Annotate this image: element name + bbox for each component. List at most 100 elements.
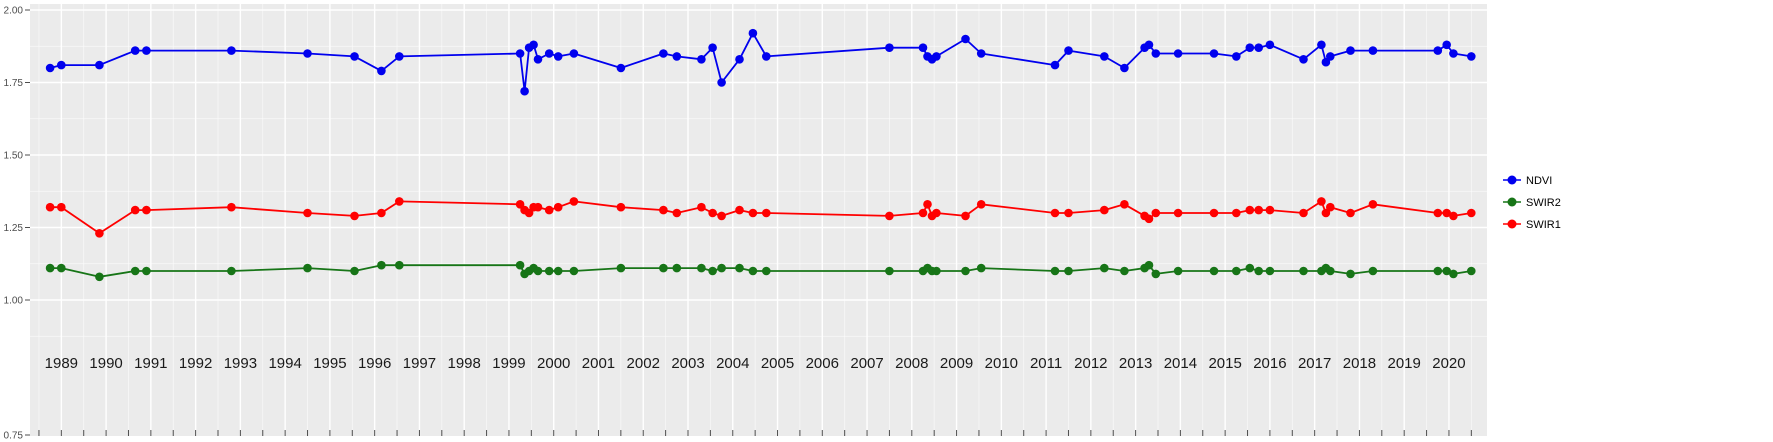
data-point: [520, 86, 529, 96]
data-point: [377, 260, 386, 270]
data-point: [1346, 269, 1355, 279]
data-point: [1173, 266, 1183, 276]
data-point: [1346, 208, 1355, 218]
series-swir1: [45, 197, 1476, 238]
data-point: [1433, 46, 1443, 55]
data-point: [395, 52, 404, 61]
data-point: [708, 266, 717, 276]
data-point: [569, 197, 579, 206]
data-point: [1100, 205, 1109, 215]
x-tick-label: 2013: [1119, 355, 1152, 372]
y-tick-label: 1.25: [4, 223, 24, 234]
x-axis-ticks: [38, 430, 1472, 436]
data-point: [735, 263, 744, 273]
data-point: [544, 49, 554, 58]
data-point: [659, 263, 668, 273]
gridlines: [30, 4, 1487, 436]
x-tick-label: 1997: [403, 355, 436, 372]
x-tick-label: 2018: [1343, 355, 1376, 372]
x-tick-label: 1998: [448, 355, 481, 372]
data-point: [1433, 208, 1443, 218]
data-point: [1368, 200, 1378, 209]
data-point: [1050, 60, 1060, 70]
data-point: [616, 263, 626, 273]
y-axis-labels: 2.00 1.75 1.50 1.25 1.00 0.75: [4, 6, 30, 442]
data-point: [708, 208, 717, 218]
data-point: [350, 266, 359, 276]
data-point: [1442, 208, 1451, 218]
data-point: [350, 211, 359, 221]
y-tick-label: 0.75: [4, 431, 24, 442]
data-point: [1368, 266, 1378, 276]
data-point: [395, 260, 404, 270]
data-point: [1064, 208, 1073, 218]
data-point: [377, 208, 386, 218]
data-point: [1232, 52, 1241, 61]
x-tick-label: 2015: [1208, 355, 1241, 372]
x-tick-label: 2016: [1253, 355, 1286, 372]
x-tick-label: 1999: [492, 355, 525, 372]
x-tick-label: 1996: [358, 355, 391, 372]
data-point: [515, 49, 525, 58]
data-point: [1299, 208, 1308, 218]
x-tick-label: 2014: [1164, 355, 1197, 372]
data-point: [1173, 49, 1183, 58]
legend: NDVI SWIR2 SWIR1: [1503, 175, 1561, 231]
x-tick-label: 2009: [940, 355, 973, 372]
data-point: [553, 266, 563, 276]
data-point: [1317, 197, 1326, 206]
data-point: [1120, 63, 1129, 73]
data-point: [142, 46, 151, 55]
data-point: [1449, 211, 1458, 221]
data-point: [697, 202, 706, 212]
data-point: [961, 34, 970, 44]
legend-item-swir1: SWIR1: [1503, 219, 1561, 231]
y-tick-label: 1.75: [4, 78, 24, 89]
data-point: [45, 63, 55, 73]
data-point: [1254, 43, 1263, 52]
data-point: [57, 60, 66, 70]
legend-key-dot: [1507, 175, 1517, 185]
data-point: [918, 43, 928, 52]
data-point: [57, 263, 66, 273]
data-point: [1232, 208, 1241, 218]
data-point: [95, 272, 104, 282]
data-point: [227, 266, 236, 276]
data-point: [1144, 214, 1154, 224]
data-point: [961, 266, 970, 276]
data-point: [1151, 49, 1161, 58]
data-point: [1120, 266, 1129, 276]
data-point: [227, 46, 236, 55]
series-ndvi: [45, 28, 1476, 96]
data-point: [569, 266, 579, 276]
data-point: [1467, 208, 1476, 218]
data-point: [1442, 266, 1451, 276]
data-point: [976, 200, 986, 209]
series-swir2: [45, 260, 1476, 282]
data-point: [1144, 40, 1154, 50]
data-point: [976, 49, 986, 58]
data-point: [1151, 269, 1161, 279]
y-tick-label: 1.50: [4, 151, 24, 162]
data-point: [659, 49, 668, 58]
data-point: [515, 260, 525, 270]
data-point: [1209, 208, 1219, 218]
x-tick-label: 1992: [179, 355, 212, 372]
legend-key-dot: [1507, 197, 1517, 207]
data-point: [735, 55, 744, 64]
data-point: [762, 52, 771, 61]
data-point: [1265, 205, 1275, 215]
data-point: [659, 205, 668, 215]
data-point: [1265, 266, 1275, 276]
legend-label: SWIR1: [1526, 219, 1561, 231]
data-point: [524, 208, 534, 218]
data-point: [1442, 40, 1451, 50]
data-point: [227, 202, 236, 212]
data-point: [735, 205, 744, 215]
data-point: [932, 52, 941, 61]
data-point: [303, 208, 312, 218]
x-tick-label: 2011: [1030, 355, 1062, 372]
x-tick-label: 2007: [850, 355, 883, 372]
